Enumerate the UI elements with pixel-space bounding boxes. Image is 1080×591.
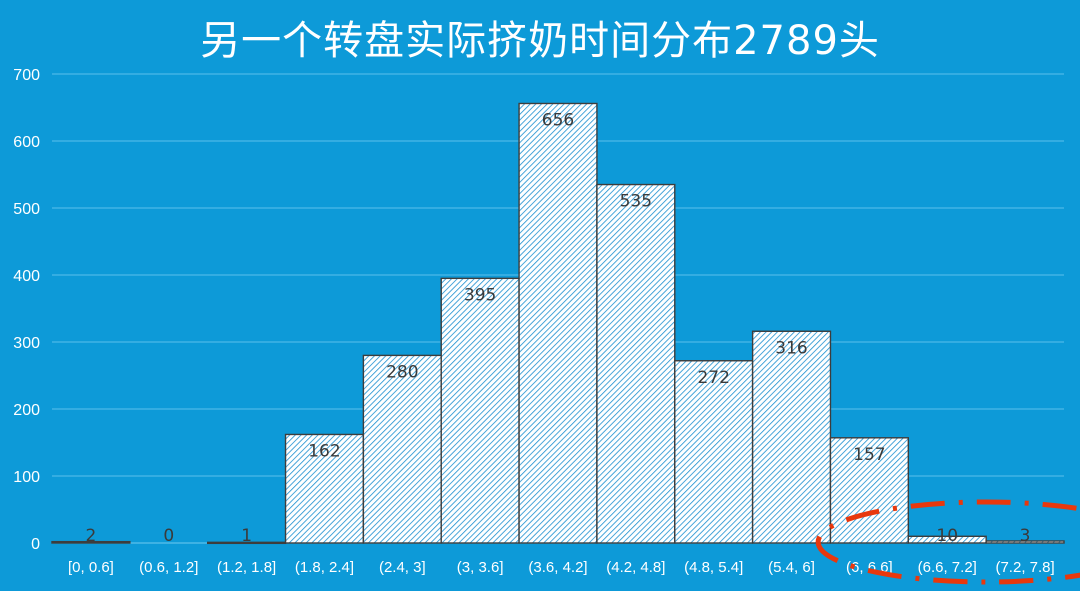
- x-category-label: [0, 0.6]: [68, 559, 114, 576]
- chart-title: 另一个转盘实际挤奶时间分布2789头: [200, 18, 880, 64]
- y-tick-label: 200: [13, 402, 40, 419]
- bar-value-label: 395: [464, 285, 496, 305]
- y-tick-label: 400: [13, 268, 40, 285]
- bar: [51, 540, 131, 544]
- bar: [518, 102, 598, 544]
- bars: [51, 102, 1065, 545]
- x-category-label: (7.2, 7.8]: [995, 559, 1054, 576]
- y-tick-label: 700: [13, 67, 40, 84]
- bar: [907, 535, 987, 544]
- y-tick-label: 0: [31, 536, 40, 553]
- bar: [751, 330, 832, 544]
- bar: [596, 183, 676, 544]
- x-category-label: (5.4, 6]: [768, 559, 815, 576]
- bar: [674, 360, 754, 544]
- y-axis: 0 100 200 300 400 500 600 700: [13, 67, 40, 553]
- highlight-ellipse: [815, 499, 1080, 585]
- y-tick-label: 300: [13, 335, 40, 352]
- bar-value-label: 10: [936, 526, 958, 546]
- bar: [829, 437, 910, 544]
- bar-value-label: 157: [853, 445, 885, 465]
- x-category-label: (1.8, 2.4]: [295, 559, 354, 576]
- bar-value-label: 535: [620, 192, 652, 212]
- x-category-label: (4.2, 4.8]: [606, 559, 665, 576]
- x-category-label: (3.6, 4.2]: [528, 559, 587, 576]
- bar-value-label: 272: [697, 368, 729, 388]
- x-category-label: (4.8, 5.4]: [684, 559, 743, 576]
- bar-value-label: 2: [86, 526, 97, 546]
- x-category-label: (2.4, 3]: [379, 559, 426, 576]
- x-category-label: (1.2, 1.8]: [217, 559, 276, 576]
- bar-value-label: 3: [1020, 526, 1031, 546]
- bar: [985, 540, 1065, 544]
- bar-value-label: 656: [542, 110, 574, 130]
- bar: [440, 277, 520, 544]
- bar: [362, 354, 442, 544]
- y-tick-label: 100: [13, 469, 40, 486]
- x-category-label: (3, 3.6]: [457, 559, 504, 576]
- bar-value-label: 316: [775, 338, 807, 358]
- x-category-label: (0.6, 1.2]: [139, 559, 198, 576]
- bar-value-label: 162: [308, 441, 340, 461]
- bar-value-label: 1: [241, 526, 252, 546]
- x-category-label: (6.6, 7.2]: [918, 559, 977, 576]
- y-tick-label: 500: [13, 201, 40, 218]
- annotation: [815, 499, 1080, 585]
- x-axis: [0, 0.6] (0.6, 1.2] (1.2, 1.8] (1.8, 2.4] (2…: [68, 559, 1055, 576]
- bar-value-label: 0: [163, 526, 174, 546]
- y-tick-label: 600: [13, 134, 40, 151]
- bar-value-label: 280: [386, 362, 418, 382]
- bar: [284, 433, 365, 544]
- data-labels: 2 0 1 162 280 395 656 535 272 316 157 10 3: [86, 110, 1031, 546]
